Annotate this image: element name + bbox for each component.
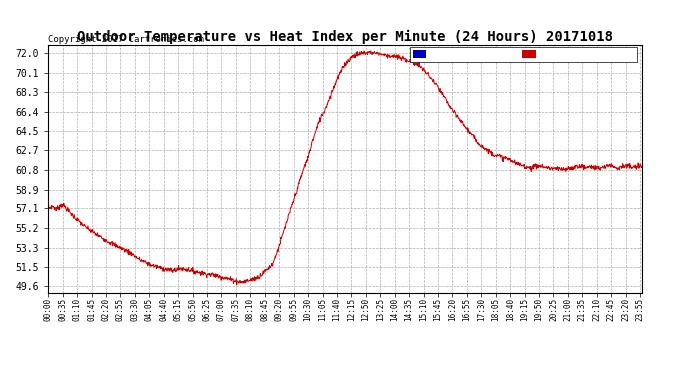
Text: Copyright 2017 Cartronics.com: Copyright 2017 Cartronics.com: [48, 35, 204, 44]
Title: Outdoor Temperature vs Heat Index per Minute (24 Hours) 20171018: Outdoor Temperature vs Heat Index per Mi…: [77, 30, 613, 44]
Legend: Heat Index  (°F), Temperature  (°F): Heat Index (°F), Temperature (°F): [410, 47, 637, 62]
